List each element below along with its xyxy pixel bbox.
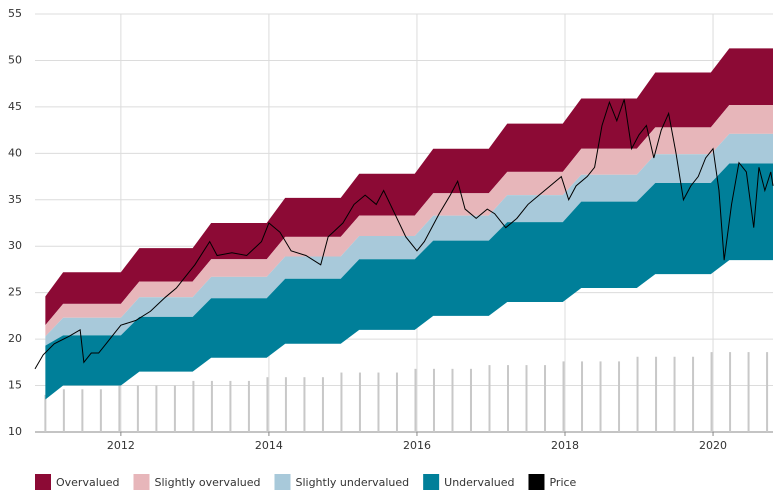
bar (247, 380, 250, 432)
bar (747, 352, 750, 432)
y-tick-label: 40 (8, 146, 22, 159)
band-area (45, 105, 773, 337)
bar (229, 380, 232, 432)
bar (599, 361, 602, 432)
x-tick-label: 2014 (255, 439, 283, 452)
y-tick-label: 10 (8, 425, 22, 438)
y-tick-label: 45 (8, 100, 22, 113)
y-tick-label: 15 (8, 379, 22, 392)
bar (44, 394, 47, 432)
bar (118, 385, 121, 432)
bar (655, 356, 658, 432)
legend-label: Price (549, 476, 576, 489)
bar (340, 372, 343, 432)
bar (581, 361, 584, 432)
legend-label: Slightly overvalued (155, 476, 261, 489)
bar (636, 356, 639, 432)
legend-label: Overvalued (56, 476, 120, 489)
bar (766, 352, 769, 432)
bar (395, 372, 398, 432)
y-tick-label: 20 (8, 332, 22, 345)
bar (673, 356, 676, 432)
bar (432, 368, 435, 432)
legend-swatch (35, 474, 51, 490)
bar (155, 385, 158, 432)
band-area (45, 48, 773, 326)
legend-swatch (274, 474, 291, 490)
bar (99, 389, 102, 432)
bar (562, 361, 565, 432)
legend-label: Slightly undervalued (295, 476, 409, 489)
bar (303, 377, 306, 432)
bar (321, 377, 324, 432)
x-tick-label: 2016 (403, 439, 431, 452)
bar (266, 377, 269, 432)
bar (710, 352, 713, 432)
y-tick-label: 35 (8, 193, 22, 206)
bar (210, 380, 213, 432)
bar (81, 389, 84, 432)
legend-swatch (133, 474, 150, 490)
bar (451, 368, 454, 432)
price-line (34, 99, 774, 370)
bar (358, 372, 361, 432)
band-area (45, 133, 773, 346)
bar (192, 380, 195, 432)
bar (729, 352, 732, 432)
bar (62, 389, 65, 432)
band-area (45, 163, 773, 400)
legend-swatch (528, 474, 545, 490)
y-tick-label: 55 (8, 7, 22, 20)
bar (618, 361, 621, 432)
x-tick-label: 2012 (107, 439, 135, 452)
bar (507, 365, 510, 432)
bar (544, 365, 547, 432)
y-tick-label: 50 (8, 53, 22, 66)
legend-label: Undervalued (444, 476, 514, 489)
x-tick-label: 2020 (699, 439, 727, 452)
bar (173, 385, 176, 432)
bar (488, 365, 491, 432)
x-tick-label: 2018 (551, 439, 579, 452)
legend-swatch (423, 474, 440, 490)
y-tick-label: 30 (8, 239, 22, 252)
bar (414, 368, 417, 432)
y-tick-label: 25 (8, 286, 22, 299)
bar (377, 372, 380, 432)
bar (284, 377, 287, 432)
bar (525, 365, 528, 432)
bar (136, 385, 139, 432)
bar (692, 356, 695, 432)
bar (469, 368, 472, 432)
